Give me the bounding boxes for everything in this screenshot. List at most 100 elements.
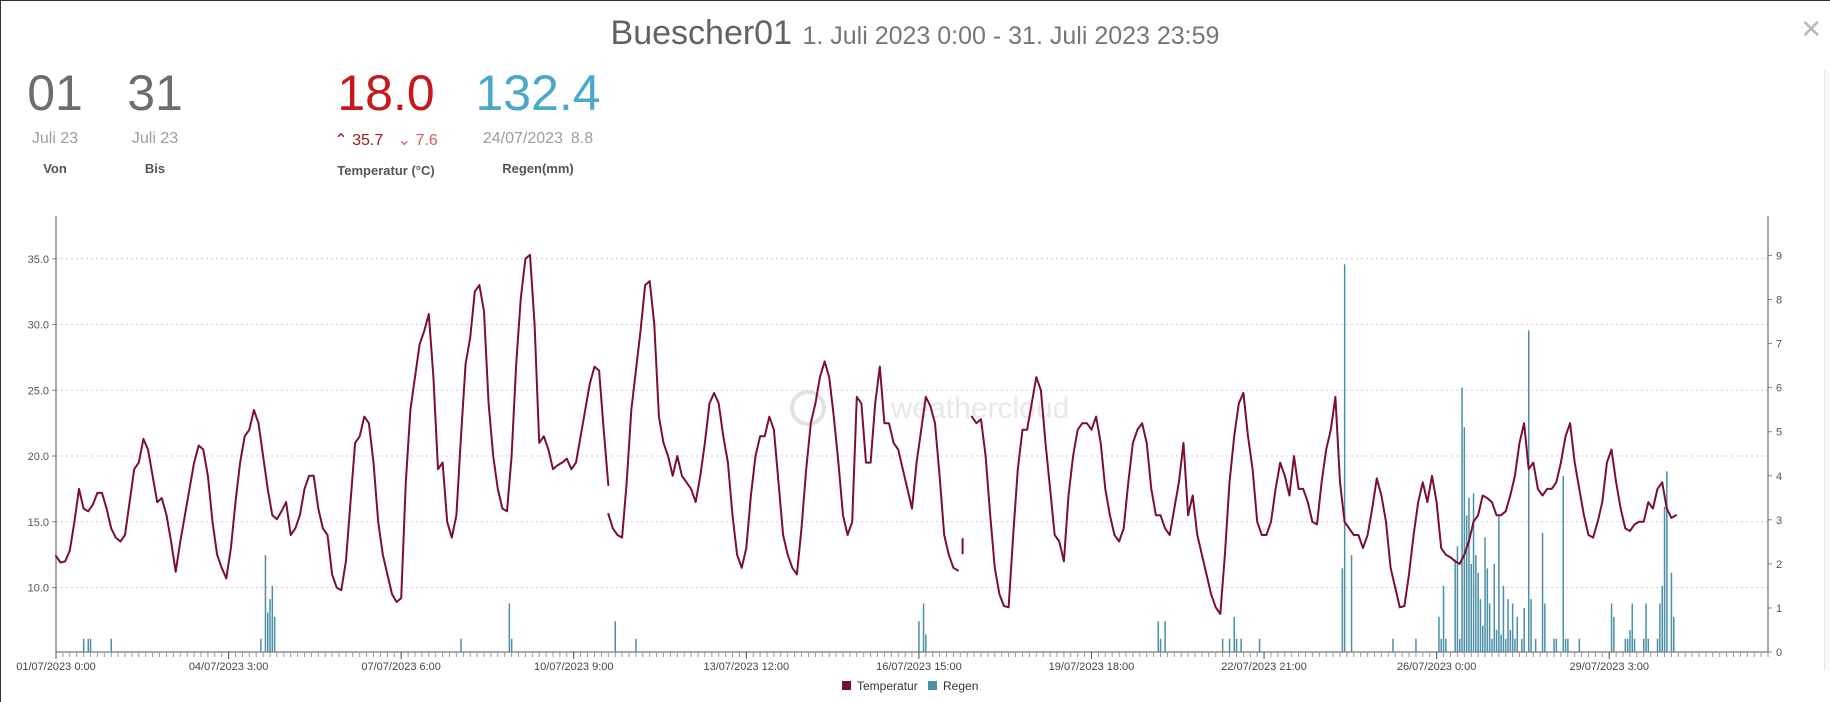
rain-bar [1647, 638, 1650, 652]
station-name: Buescher01 [610, 14, 793, 52]
rain-bar [1505, 638, 1507, 652]
temp-min-icon: ⌄ [397, 132, 412, 149]
y-right-tick-label: 6 [1776, 383, 1782, 395]
rain-bar [1484, 537, 1486, 652]
rain-bar [925, 634, 927, 652]
rain-bar [918, 621, 920, 652]
rain-bar [1341, 568, 1344, 652]
rain-bar [635, 638, 637, 652]
rain-bar [1468, 497, 1470, 652]
rain-bar [1502, 585, 1505, 652]
y-left-tick-label: 35.0 [28, 254, 49, 266]
y-left-tick-label: 10.0 [28, 583, 49, 595]
rain-bar [1157, 621, 1159, 652]
rain-bar [1456, 546, 1459, 652]
rain-bar [271, 585, 274, 652]
x-tick-label: 13/07/2023 12:00 [704, 661, 790, 673]
rain-bar [1233, 616, 1235, 652]
x-tick-label: 19/07/2023 18:00 [1049, 661, 1135, 673]
rain-bar [1666, 471, 1668, 652]
close-icon[interactable]: ✕ [1800, 14, 1822, 44]
rain-bars [82, 264, 1675, 652]
y-right-tick-label: 3 [1776, 515, 1782, 527]
rain-bar [460, 638, 462, 652]
rain-bar [1624, 638, 1627, 652]
rain-bar [1500, 634, 1502, 652]
rain-bar [1633, 638, 1636, 652]
rain-bar [1235, 638, 1238, 652]
y-right-tick-label: 9 [1776, 250, 1782, 262]
rain-bar [510, 638, 513, 652]
y-right-tick-label: 4 [1776, 471, 1782, 483]
rain-bar [1470, 563, 1472, 652]
rain-bar [1578, 638, 1581, 652]
rain-bar [1495, 630, 1498, 652]
rain-bar [87, 638, 89, 652]
rain-bar [1656, 638, 1659, 652]
date-range: 1. Juli 2023 0:00 - 31. Juli 2023 23:59 [802, 22, 1220, 50]
rain-label: Regen(mm) [502, 161, 574, 176]
x-tick-label: 07/07/2023 6:00 [361, 661, 441, 673]
stat-temperature: 18.0 ⌃ 35.7 ⌄ 7.6 Temperatur (°C) [321, 68, 451, 178]
rain-bar [1159, 638, 1162, 652]
rain-bar [1544, 603, 1546, 652]
x-tick-label: 10/07/2023 9:00 [534, 661, 614, 673]
rain-bar [1463, 427, 1466, 652]
rain-bar [614, 621, 616, 652]
y-left-tick-label: 30.0 [28, 320, 49, 332]
rain-bar [264, 555, 267, 652]
temp-extremes: ⌃ 35.7 ⌄ 7.6 [321, 130, 451, 150]
x-tick-label: 22/07/2023 21:00 [1221, 661, 1307, 673]
from-sub: Juli 23 [31, 130, 79, 147]
rain-bar [1438, 616, 1440, 652]
x-tick-label: 01/07/2023 0:00 [16, 661, 96, 673]
rain-bar [1442, 585, 1445, 652]
rain-bar [1491, 638, 1493, 652]
rain-bar [1673, 616, 1675, 652]
temp-value: 18.0 [337, 65, 435, 121]
rain-bar [1631, 603, 1633, 652]
rain-bar [508, 603, 511, 652]
to-value: 31 [127, 65, 183, 121]
rain-bar [1258, 638, 1261, 652]
rain-bar [1645, 603, 1647, 652]
rain-max: 8.8 [570, 130, 594, 147]
rain-bar [1221, 638, 1224, 652]
rain-bar [1459, 638, 1461, 652]
rain-bar [269, 599, 271, 652]
y-right-tick-label: 5 [1776, 427, 1782, 439]
temp-min: 7.6 [415, 132, 438, 149]
rain-bar [1567, 638, 1569, 652]
rain-bar [1626, 638, 1629, 652]
rain-bar [1498, 515, 1500, 652]
rain-bar [1528, 330, 1530, 652]
chart-title: Buescher01 1. Juli 2023 0:00 - 31. Juli … [0, 14, 1830, 53]
to-sub: Juli 23 [131, 130, 179, 147]
from-value: 01 [27, 65, 83, 121]
x-tick-label: 16/07/2023 15:00 [876, 661, 962, 673]
rain-bar [1663, 506, 1666, 652]
rain-bar [273, 616, 276, 652]
y-left-tick-label: 15.0 [28, 517, 49, 529]
legend-swatch-rain [928, 681, 937, 690]
rain-bar [1475, 555, 1477, 652]
rain-bar [1530, 599, 1532, 652]
legend: Temperatur Regen [842, 679, 978, 693]
to-label: Bis [144, 161, 166, 176]
stat-to: 31 Juli 23 Bis [122, 68, 188, 176]
rain-bar [1509, 630, 1512, 652]
rain-bar [1479, 599, 1482, 652]
rain-bar [1541, 533, 1544, 652]
rain-detail: 24/07/2023 8.8 [468, 130, 608, 148]
rain-bar [1507, 599, 1509, 652]
rain-bar [1521, 638, 1523, 652]
rain-bar [1472, 493, 1475, 652]
rain-bar [1477, 572, 1479, 652]
rain-value: 132.4 [475, 65, 601, 121]
rain-bar [1564, 638, 1567, 652]
rain-bar [1240, 638, 1242, 652]
side-scrollbar[interactable] [1824, 70, 1830, 670]
rain-bar [1555, 638, 1558, 652]
rain-bar [1493, 563, 1495, 652]
